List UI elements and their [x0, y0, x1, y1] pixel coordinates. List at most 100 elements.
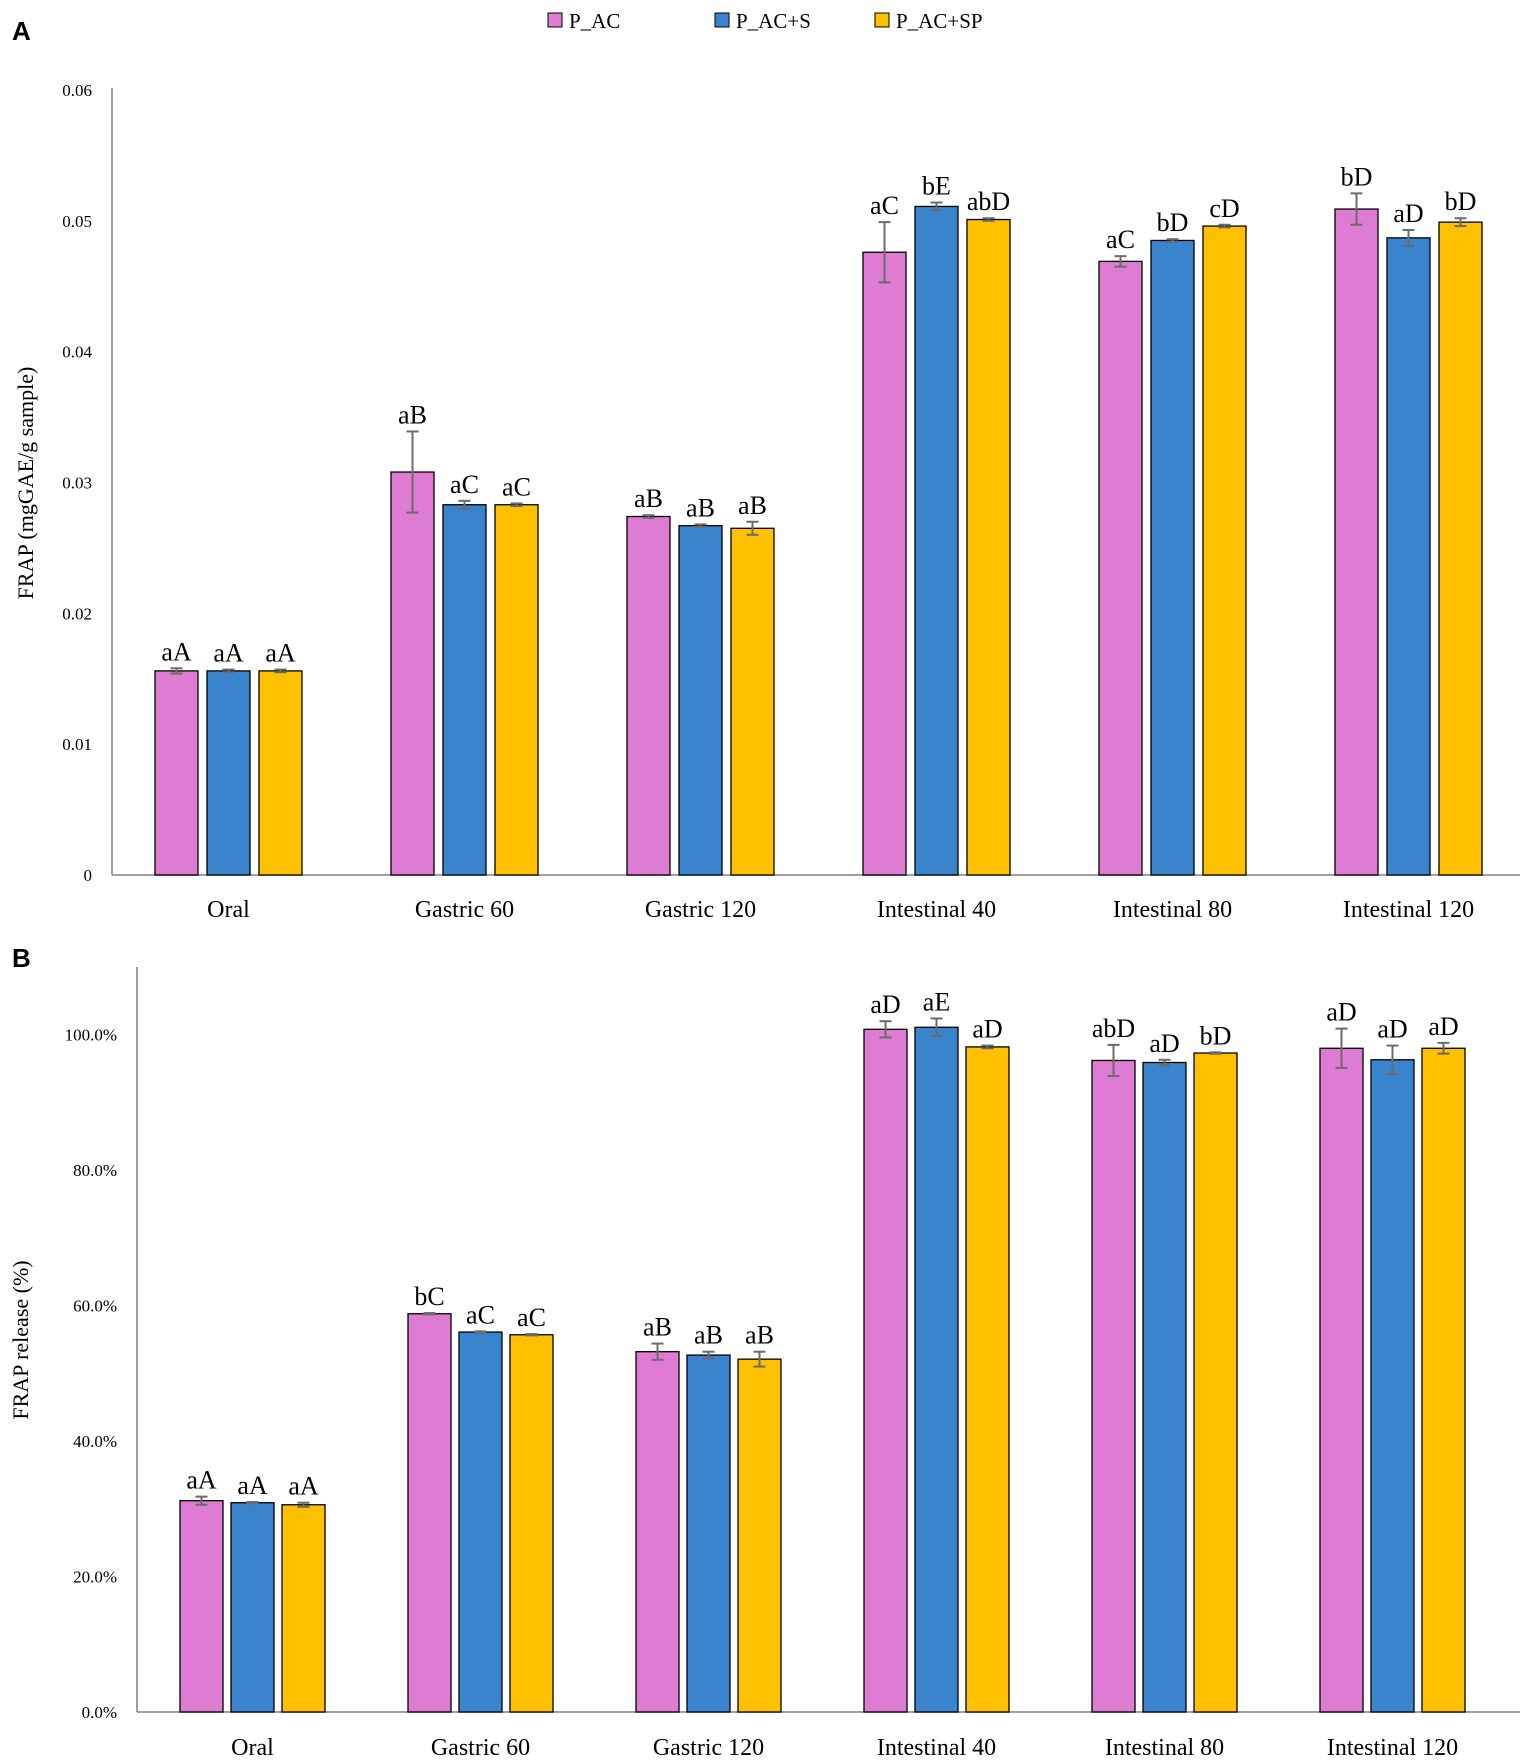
x-category-label: Intestinal 80: [1113, 897, 1232, 923]
bar: [206, 670, 251, 876]
bar: [1334, 208, 1379, 876]
data-label: aA: [186, 1466, 217, 1495]
x-category-label: Intestinal 120: [1327, 1735, 1458, 1761]
x-category-label: Intestinal 40: [877, 897, 996, 923]
bar: [862, 251, 907, 876]
y-tick-label: 0.05: [62, 212, 92, 231]
bar: [678, 525, 723, 876]
legend: P_AC P_AC+S P_AC+SP: [547, 9, 983, 33]
data-label: bD: [1157, 208, 1189, 237]
legend-swatch-0: [547, 12, 563, 28]
x-category-label: Gastric 120: [645, 897, 756, 923]
data-label: aD: [1393, 199, 1423, 228]
bar: [626, 515, 671, 876]
bar: [1091, 1059, 1136, 1713]
y-tick-label: 100.0%: [65, 1026, 117, 1045]
bar: [442, 504, 487, 876]
bar: [1386, 237, 1431, 876]
data-label: aC: [517, 1303, 546, 1332]
data-label: bC: [414, 1282, 444, 1311]
data-label: cD: [1209, 194, 1239, 223]
panel-label-b: B: [12, 943, 31, 973]
data-label: aB: [398, 400, 427, 429]
data-label: bE: [922, 172, 951, 201]
bar: [1150, 239, 1195, 876]
data-label: abD: [1092, 1014, 1135, 1043]
data-label: aC: [1106, 225, 1135, 254]
data-label: aD: [1149, 1029, 1179, 1058]
data-label: aB: [745, 1321, 774, 1350]
x-category-label: Gastric 120: [653, 1735, 764, 1761]
data-label: aC: [870, 191, 899, 220]
data-label: abD: [967, 187, 1010, 216]
y-tick-label: 0.04: [62, 343, 92, 362]
y-tick-label: 40.0%: [73, 1432, 117, 1451]
bar: [1202, 225, 1247, 876]
bar: [179, 1500, 224, 1713]
data-label: bD: [1200, 1021, 1232, 1050]
data-label: aB: [686, 493, 715, 522]
y-tick-label: 0.01: [62, 735, 92, 754]
data-label: aD: [1428, 1012, 1458, 1041]
y-tick-label: 0.02: [62, 604, 92, 623]
data-label: aA: [161, 637, 192, 666]
legend-label-0: P_AC: [569, 9, 620, 33]
bar: [966, 218, 1011, 876]
bar: [509, 1334, 554, 1713]
data-label: aD: [870, 990, 900, 1019]
data-label: aB: [634, 484, 663, 513]
y-tick-label: 0.06: [62, 81, 92, 100]
bar: [258, 670, 303, 876]
data-label: aC: [450, 470, 479, 499]
bar: [1438, 221, 1483, 876]
data-label: aD: [1326, 998, 1356, 1027]
bar: [1421, 1047, 1466, 1713]
y-tick-label: 20.0%: [73, 1568, 117, 1587]
data-label: aC: [466, 1300, 495, 1329]
data-label: aD: [1377, 1015, 1407, 1044]
x-category-label: Intestinal 80: [1105, 1735, 1224, 1761]
bar: [914, 205, 959, 876]
bar: [494, 504, 539, 876]
x-category-label: Gastric 60: [431, 1735, 530, 1761]
x-category-label: Intestinal 120: [1343, 897, 1474, 923]
bar: [1193, 1052, 1238, 1713]
data-label: aE: [923, 987, 950, 1016]
bar: [1142, 1061, 1187, 1713]
y-tick-label: 80.0%: [73, 1161, 117, 1180]
bar: [230, 1502, 275, 1713]
bar: [281, 1504, 326, 1713]
x-category-label: Intestinal 40: [877, 1735, 996, 1761]
data-label: aA: [288, 1472, 319, 1501]
bar: [686, 1354, 731, 1713]
y-axis-label: FRAP (mgGAE/g sample): [13, 367, 38, 600]
data-label: bD: [1445, 187, 1477, 216]
chart-panel-a: 0 0.01 0.02 0.03 0.04 0.05 0.06 FRAP (mgGAE/g s…: [13, 81, 1520, 923]
x-category-label: Gastric 60: [415, 897, 514, 923]
chart-panel-b: 0.0% 20.0% 40.0% 60.0% 80.0% 100.0% FRAP relea…: [8, 967, 1520, 1761]
data-label: aB: [694, 1321, 723, 1350]
y-tick-label: 60.0%: [73, 1297, 117, 1316]
data-label: aA: [265, 639, 296, 668]
bar: [635, 1351, 680, 1713]
bar: [730, 527, 775, 876]
data-label: aB: [643, 1313, 672, 1342]
legend-swatch-2: [874, 12, 890, 28]
data-label: bD: [1341, 162, 1373, 191]
y-tick-label: 0: [84, 866, 93, 885]
legend-label-1: P_AC+S: [736, 9, 811, 33]
bar: [407, 1313, 452, 1713]
x-category-label: Oral: [207, 897, 250, 923]
bar: [914, 1026, 959, 1713]
data-label: aB: [738, 491, 767, 520]
bar: [863, 1028, 908, 1713]
legend-label-2: P_AC+SP: [896, 9, 983, 33]
y-tick-label: 0.0%: [82, 1703, 117, 1722]
bar: [737, 1358, 782, 1713]
bar: [1319, 1047, 1364, 1713]
data-label: aC: [502, 472, 531, 501]
bar: [965, 1046, 1010, 1713]
data-label: aA: [237, 1471, 268, 1500]
legend-swatch-1: [714, 12, 730, 28]
